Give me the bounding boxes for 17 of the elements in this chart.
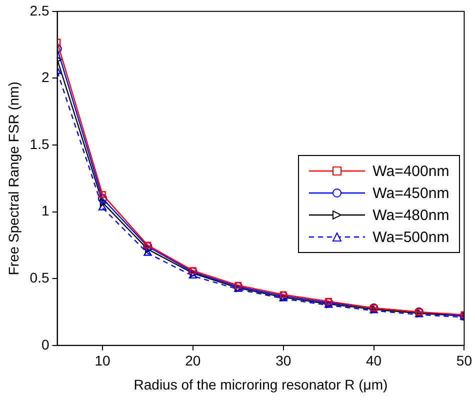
x-tick-label: 30	[276, 352, 292, 369]
legend-label: Wa=480nm	[372, 206, 450, 224]
legend-label: Wa=500nm	[372, 228, 450, 246]
y-tick-label: 0.5	[30, 269, 50, 286]
x-tick-label: 20	[185, 352, 201, 369]
y-tick-label: 2.5	[30, 2, 50, 18]
y-axis-title: Free Spectral Range FSR (nm)	[5, 82, 22, 276]
legend-label: Wa=450nm	[372, 184, 450, 202]
x-tick-label: 40	[366, 352, 382, 369]
y-tick-label: 2	[41, 69, 50, 86]
x-tick-label: 50	[456, 352, 472, 369]
x-tick-label: 10	[94, 352, 110, 369]
y-tick-label: 0	[41, 336, 50, 352]
y-tick-label: 1.5	[30, 136, 50, 152]
legend-label: Wa=400nm	[372, 162, 450, 180]
y-tick-label: 1	[41, 202, 50, 219]
x-axis-title: Radius of the microring resonator R (μm)	[134, 376, 388, 392]
